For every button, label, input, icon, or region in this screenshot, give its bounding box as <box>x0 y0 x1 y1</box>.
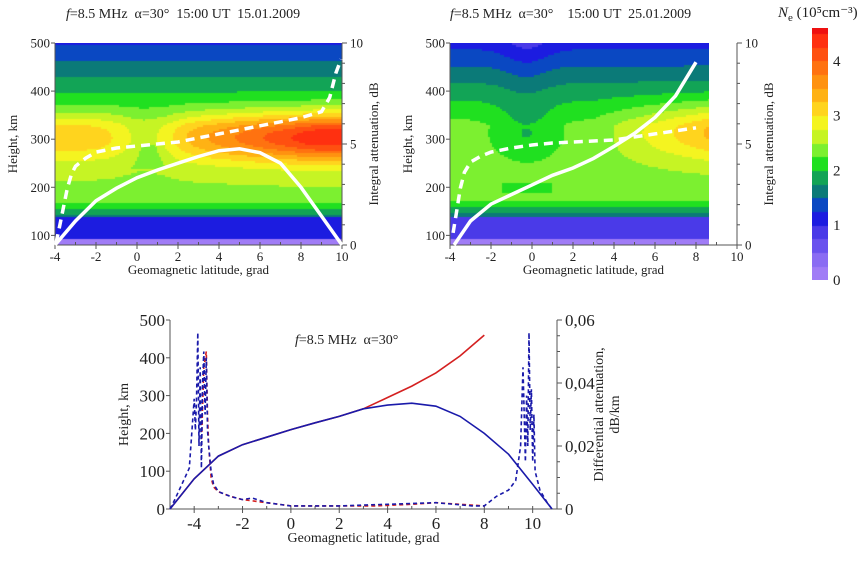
x-tick-label: 0 <box>529 249 536 264</box>
y-right-axis-label: dB/km <box>608 395 623 433</box>
title-text: =8.5 MHz α=30° 15:00 UT 25.01.2009 <box>453 7 692 22</box>
x-tick-label: 10 <box>731 249 744 264</box>
x-tick-label: 0 <box>134 249 141 264</box>
y-right-tick-label: 0,02 <box>565 437 595 456</box>
y-right-tick-label: 5 <box>745 137 752 152</box>
y-right-tick-label: 0 <box>565 500 574 519</box>
attenuation-curve-3 <box>169 332 553 510</box>
x-axis-label: Geomagnetic latitude, grad <box>288 531 440 546</box>
chart-title-right: f=8.5 MHz α=30° 15:00 UT 25.01.2009 <box>450 7 691 23</box>
colorbar-unit: (10⁵cm⁻³) <box>796 5 858 21</box>
title-text: =8.5 MHz α=30° 15:00 UT 15.01.2009 <box>69 7 301 22</box>
x-tick-label: 2 <box>175 249 182 264</box>
y-tick-label: 400 <box>140 349 166 368</box>
y-right-tick-label: 10 <box>350 36 363 51</box>
y-right-axis-label: Differential attenuation, <box>592 347 607 481</box>
title-italic-f: f <box>450 7 454 22</box>
ray-path-curve-0 <box>53 147 344 247</box>
chart-title-bottom: f=8.5 MHz α=30° <box>295 333 398 349</box>
x-tick-label: 6 <box>432 514 441 533</box>
y-tick-label: 300 <box>140 387 166 406</box>
colorbar-tick-label: 3 <box>833 109 841 125</box>
x-tick-label: -4 <box>445 249 456 264</box>
title-italic-f: f <box>295 333 299 348</box>
y-axis-label: Height, km <box>5 115 20 174</box>
x-tick-label: 6 <box>257 249 264 264</box>
y-tick-label: 400 <box>31 84 51 99</box>
ray-path-curve-0 <box>169 334 485 510</box>
y-tick-label: 200 <box>426 180 446 195</box>
y-tick-label: 300 <box>426 132 446 147</box>
y-tick-label: 500 <box>140 311 166 330</box>
y-right-tick-label: 5 <box>350 137 357 152</box>
colorbar <box>812 28 828 280</box>
colorbar-tick-label: 2 <box>833 163 841 179</box>
attenuation-curve-2 <box>200 351 485 507</box>
x-tick-label: 2 <box>335 514 344 533</box>
title-italic-f: f <box>66 7 70 22</box>
x-tick-label: 4 <box>611 249 618 264</box>
y-right-tick-label: 0 <box>350 238 357 253</box>
x-tick-label: 4 <box>216 249 223 264</box>
y-right-tick-label: 0,06 <box>565 311 595 330</box>
x-tick-label: -2 <box>91 249 102 264</box>
x-axis-label: Geomagnetic latitude, grad <box>128 262 270 277</box>
y-axis-label: Height, km <box>400 115 415 174</box>
attenuation-curve-1 <box>451 126 697 234</box>
colorbar-symbol: N <box>778 5 789 21</box>
y-tick-label: 400 <box>426 84 446 99</box>
x-tick-label: 10 <box>336 249 349 264</box>
x-tick-label: 8 <box>480 514 489 533</box>
x-tick-label: 0 <box>287 514 296 533</box>
attenuation-curve-1 <box>54 58 343 244</box>
x-tick-label: 10 <box>524 514 541 533</box>
x-tick-label: -4 <box>187 514 202 533</box>
y-tick-label: 0 <box>157 500 166 519</box>
x-tick-label: 4 <box>383 514 392 533</box>
y-tick-label: 100 <box>140 462 166 481</box>
y-tick-label: 100 <box>426 228 446 243</box>
y-axis-label: Height, km <box>117 383 132 446</box>
colorbar-title: Ne (10⁵cm⁻³) <box>778 3 858 24</box>
y-tick-label: 200 <box>140 424 166 443</box>
y-right-tick-label: 0,04 <box>565 374 595 393</box>
x-tick-label: -2 <box>486 249 497 264</box>
y-tick-label: 500 <box>31 36 51 51</box>
y-tick-label: 200 <box>31 180 51 195</box>
y-right-axis-label: Integral attenuation, dB <box>366 82 381 205</box>
y-tick-label: 100 <box>31 228 51 243</box>
x-tick-label: -4 <box>50 249 61 264</box>
x-tick-label: 8 <box>693 249 700 264</box>
title-text: =8.5 MHz α=30° <box>298 333 399 348</box>
density-contour-map-25-01-2009 <box>450 43 709 245</box>
x-axis-label: Geomagnetic latitude, grad <box>523 262 665 277</box>
x-tick-label: 2 <box>570 249 577 264</box>
y-right-tick-label: 0 <box>745 238 752 253</box>
x-tick-label: 8 <box>298 249 305 264</box>
y-right-axis-label: Integral attenuation, dB <box>761 82 776 205</box>
y-right-tick-label: 10 <box>745 36 758 51</box>
ray-path-curve-0 <box>452 61 698 246</box>
colorbar-subscript: e <box>788 12 793 24</box>
x-tick-label: 6 <box>652 249 659 264</box>
density-contour-map-15-01-2009 <box>55 43 342 245</box>
ray-path-curve-1 <box>169 402 553 510</box>
chart-title-left: f=8.5 MHz α=30° 15:00 UT 15.01.2009 <box>66 7 300 23</box>
x-tick-label: -2 <box>235 514 249 533</box>
colorbar-tick-label: 4 <box>833 54 841 70</box>
y-tick-label: 300 <box>31 132 51 147</box>
colorbar-tick-label: 1 <box>833 218 841 234</box>
colorbar-tick-label: 0 <box>833 273 841 289</box>
y-tick-label: 500 <box>426 36 446 51</box>
